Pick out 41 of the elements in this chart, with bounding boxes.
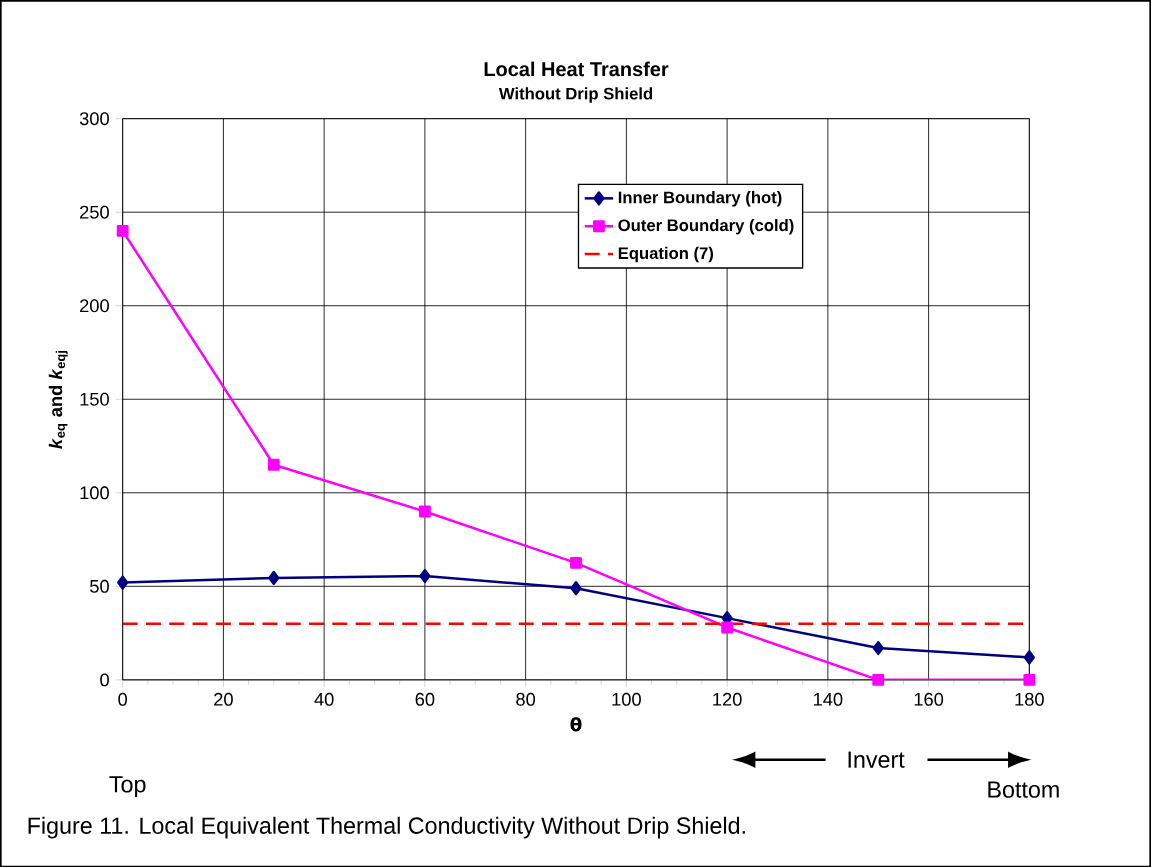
text: Invert (848, 751, 905, 768)
point (116, 224, 129, 237)
caption: Figure 11. Local Equivalent Thermal Conductivity Without Drip Shield. (28, 816, 745, 839)
point (418, 505, 431, 518)
y-tick-label: 200 (80, 299, 109, 313)
point (117, 575, 129, 590)
text: Top (109, 776, 146, 797)
x-tick-label: 160 (914, 692, 944, 706)
y-tick-label: 0 (100, 673, 109, 687)
y-tick-label: 300 (79, 112, 109, 125)
legend-label: Outer Boundary (cold) (618, 218, 794, 235)
point (570, 556, 582, 569)
x-tick-label: 180 (1015, 692, 1044, 706)
text: Bottom (988, 781, 1059, 798)
x-tick-label: 140 (813, 692, 843, 706)
x-tick-label: 80 (516, 692, 536, 706)
x-tick-label: 40 (314, 692, 334, 706)
y-axis-title: k$_{eq}$ and k$_{eqj}$ (48, 350, 68, 449)
x-axis-title: θ (570, 717, 582, 732)
y-tick-label: 150 (80, 392, 109, 406)
point (1023, 673, 1036, 686)
y-tick-label: 250 (80, 205, 109, 219)
x-tick-label: 0 (118, 692, 128, 706)
point (721, 621, 734, 634)
x-tick-label: 100 (612, 692, 641, 706)
x-tick-label: 120 (713, 692, 742, 706)
x-tick-label: 60 (415, 692, 435, 706)
point (268, 570, 280, 585)
chart-subtitle: Without Drip Shield (498, 87, 653, 103)
legend-label: Equation (7) (618, 246, 714, 263)
y-tick-label: 100 (80, 486, 109, 500)
legend-label: Inner Boundary (hot) (618, 190, 782, 207)
point (267, 458, 280, 471)
point (872, 673, 885, 686)
y-tick-label: 50 (90, 579, 109, 593)
chart-title: Local Heat Transfer (484, 61, 669, 77)
point (1023, 650, 1035, 665)
point (872, 640, 884, 655)
point (419, 568, 431, 583)
x-tick-label: 20 (214, 692, 233, 706)
point (570, 580, 582, 596)
